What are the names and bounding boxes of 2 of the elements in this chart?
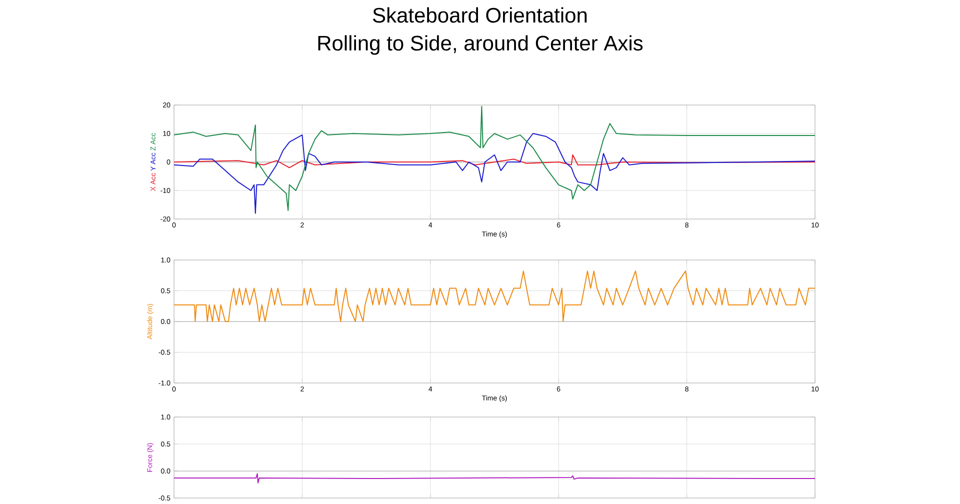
chart-title: Skateboard Orientation: [372, 7, 587, 23]
chart-subtitle: Rolling to Side, around Center Axis: [318, 35, 643, 55]
